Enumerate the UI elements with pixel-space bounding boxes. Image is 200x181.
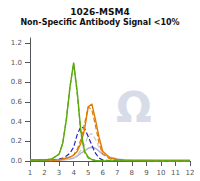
svg-text:9: 9 [144,169,148,177]
svg-text:Non-Specific Antibody Signal <: Non-Specific Antibody Signal <10% [20,18,179,27]
svg-text:0.0: 0.0 [11,157,22,165]
svg-text:0.6: 0.6 [11,98,23,106]
svg-text:3: 3 [57,169,61,177]
svg-text:0.8: 0.8 [11,78,22,86]
svg-text:10: 10 [156,169,165,177]
svg-text:2: 2 [42,169,46,177]
svg-text:Ω: Ω [116,83,152,132]
svg-text:6: 6 [100,169,105,177]
svg-text:5: 5 [86,169,90,177]
svg-text:8: 8 [130,169,134,177]
svg-text:11: 11 [171,169,180,177]
svg-text:1.2: 1.2 [11,39,22,47]
svg-text:0.2: 0.2 [11,137,22,145]
svg-text:1.0: 1.0 [11,59,22,67]
svg-text:7: 7 [115,169,119,177]
svg-text:4: 4 [71,169,76,177]
svg-text:12: 12 [186,169,195,177]
svg-text:1026-MSM4: 1026-MSM4 [70,7,129,17]
svg-text:1: 1 [28,169,32,177]
svg-text:0.4: 0.4 [11,118,23,126]
